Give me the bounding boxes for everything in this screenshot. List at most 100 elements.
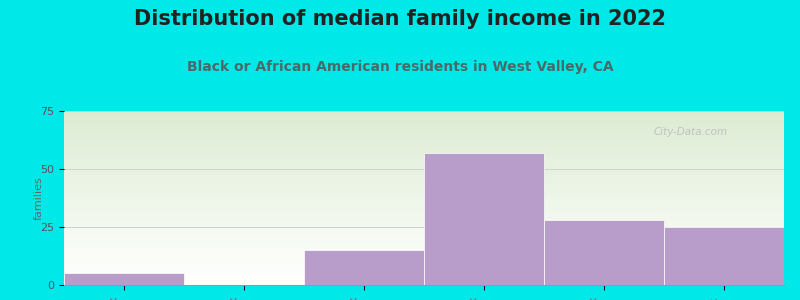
Bar — [64, 175, 784, 176]
Bar — [64, 163, 784, 164]
Bar — [64, 123, 784, 124]
Bar — [64, 205, 784, 206]
Bar — [64, 187, 784, 188]
Bar — [64, 170, 784, 171]
Bar — [64, 120, 784, 121]
Bar — [64, 272, 784, 273]
Bar — [64, 164, 784, 165]
Bar — [64, 208, 784, 209]
Bar — [64, 219, 784, 220]
Bar — [64, 119, 784, 120]
Bar — [64, 144, 784, 145]
Bar — [64, 222, 784, 223]
Bar — [64, 189, 784, 190]
Bar — [64, 267, 784, 268]
Bar — [64, 215, 784, 216]
Bar — [64, 136, 784, 137]
Bar — [64, 249, 784, 250]
Bar — [64, 133, 784, 134]
Bar — [64, 125, 784, 126]
Bar — [64, 275, 784, 276]
Bar — [64, 221, 784, 222]
Bar — [64, 150, 784, 151]
Bar — [64, 263, 784, 264]
Bar — [64, 131, 784, 132]
Bar — [64, 235, 784, 236]
Bar — [664, 227, 784, 285]
Bar — [424, 153, 544, 285]
Bar — [64, 211, 784, 212]
Bar — [64, 182, 784, 183]
Bar — [64, 174, 784, 175]
Bar — [64, 227, 784, 228]
Bar — [64, 271, 784, 272]
Bar — [64, 192, 784, 193]
Bar — [64, 218, 784, 219]
Bar — [64, 234, 784, 235]
Bar — [64, 184, 784, 185]
Bar — [64, 159, 784, 160]
Bar — [64, 232, 784, 233]
Bar — [64, 284, 784, 285]
Bar — [64, 185, 784, 186]
Bar — [64, 111, 784, 112]
Bar — [64, 139, 784, 140]
Bar — [64, 152, 784, 153]
Bar — [64, 212, 784, 213]
Bar — [64, 132, 784, 133]
Bar — [64, 166, 784, 167]
Bar — [64, 158, 784, 159]
Bar — [64, 173, 784, 174]
Bar — [64, 245, 784, 246]
Bar — [64, 247, 784, 248]
Bar — [64, 214, 784, 215]
Bar — [64, 142, 784, 143]
Bar — [64, 191, 784, 192]
Bar — [64, 278, 784, 279]
Bar — [64, 237, 784, 238]
Bar — [64, 117, 784, 118]
Bar — [64, 230, 784, 231]
Bar — [64, 143, 784, 144]
Bar — [64, 169, 784, 170]
Bar — [64, 204, 784, 205]
Bar — [64, 274, 784, 275]
Bar — [64, 269, 784, 270]
Bar — [64, 180, 784, 181]
Bar — [64, 121, 784, 122]
Bar — [64, 201, 784, 202]
Bar — [64, 273, 184, 285]
Bar — [64, 134, 784, 135]
Bar — [64, 238, 784, 239]
Bar — [64, 243, 784, 244]
Bar — [64, 124, 784, 125]
Bar — [64, 195, 784, 196]
Bar — [64, 112, 784, 113]
Bar — [64, 171, 784, 172]
Bar — [64, 200, 784, 201]
Bar — [64, 206, 784, 207]
Bar — [64, 176, 784, 177]
Bar — [64, 122, 784, 123]
Bar — [64, 161, 784, 162]
Bar — [64, 256, 784, 257]
Bar — [64, 240, 784, 241]
Bar — [64, 277, 784, 278]
Bar — [64, 138, 784, 139]
Bar — [64, 248, 784, 249]
Bar — [64, 253, 784, 254]
Bar — [64, 193, 784, 194]
Bar — [64, 157, 784, 158]
Bar — [64, 196, 784, 197]
Bar — [64, 141, 784, 142]
Bar — [64, 258, 784, 259]
Bar — [64, 261, 784, 262]
Bar — [64, 203, 784, 204]
Bar — [64, 231, 784, 232]
Bar — [64, 228, 784, 229]
Bar — [64, 254, 784, 255]
Bar — [64, 137, 784, 138]
Bar — [64, 209, 784, 210]
Bar — [64, 226, 784, 227]
Bar — [64, 265, 784, 266]
